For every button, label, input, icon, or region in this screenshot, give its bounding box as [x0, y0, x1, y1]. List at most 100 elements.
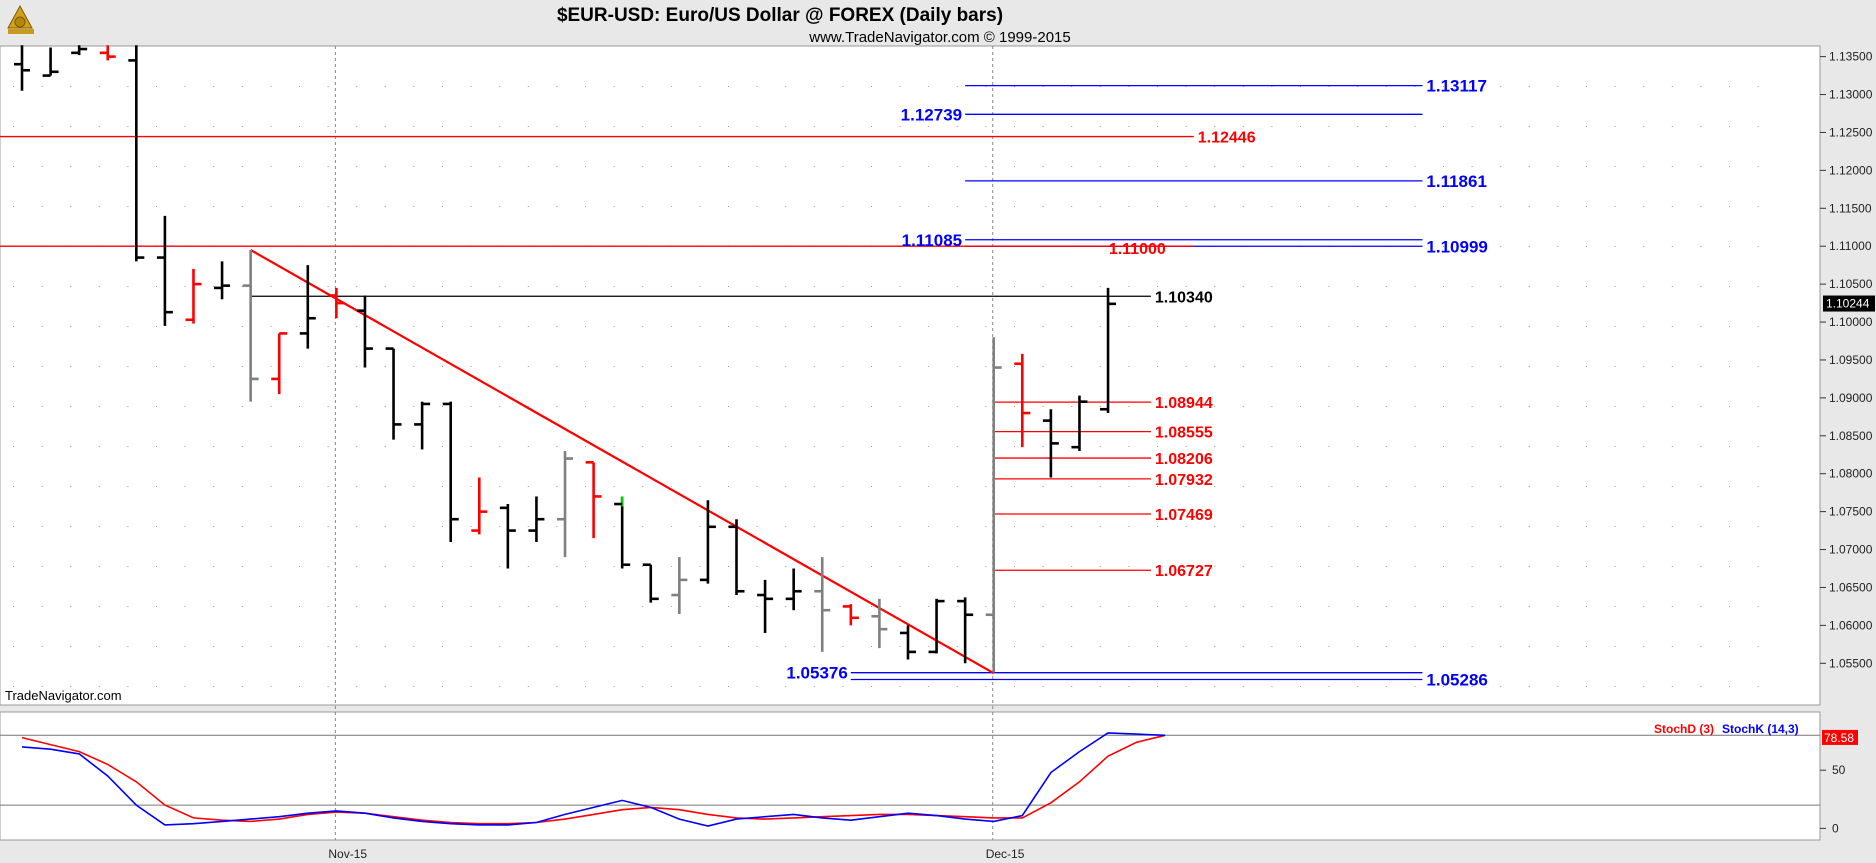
- grid-dot: [1671, 646, 1673, 647]
- grid-dot: [899, 486, 901, 487]
- grid-dot: [1557, 246, 1559, 247]
- grid-dot: [1557, 86, 1559, 87]
- grid-dot: [699, 206, 701, 207]
- grid-dot: [1328, 206, 1330, 207]
- grid-dot: [1700, 526, 1702, 527]
- grid-dot: [1300, 486, 1301, 487]
- grid-dot: [1414, 166, 1416, 167]
- level-label: 1.10999: [1426, 237, 1487, 256]
- grid-dot: [1099, 566, 1101, 567]
- grid-dot: [1157, 486, 1158, 487]
- grid-dot: [556, 206, 558, 207]
- grid-dot: [1414, 326, 1416, 327]
- grid-dot: [1471, 366, 1473, 367]
- grid-dot: [642, 286, 644, 287]
- grid-dot: [1671, 166, 1673, 167]
- grid-dot: [1586, 566, 1587, 567]
- grid-dot: [1128, 366, 1130, 367]
- grid-dot: [1271, 646, 1273, 647]
- grid-dot: [1757, 606, 1759, 607]
- grid-dot: [1157, 646, 1158, 647]
- grid-dot: [70, 446, 72, 447]
- grid-dot: [1014, 526, 1015, 527]
- grid-dot: [1700, 486, 1702, 487]
- grid-dot: [813, 446, 815, 447]
- grid-dot: [1328, 126, 1330, 127]
- grid-dot: [127, 646, 129, 647]
- grid-dot: [327, 366, 329, 367]
- grid-dot: [127, 686, 129, 687]
- grid-dot: [127, 126, 129, 127]
- grid-dot: [1242, 206, 1244, 207]
- grid-dot: [413, 86, 415, 87]
- grid-dot: [527, 486, 529, 487]
- grid-dot: [1185, 126, 1187, 127]
- grid-dot: [13, 406, 14, 407]
- grid-dot: [985, 366, 987, 367]
- grid-dot: [1643, 486, 1645, 487]
- grid-dot: [241, 126, 243, 127]
- grid-dot: [41, 646, 43, 647]
- ohlc-bar: [242, 249, 259, 402]
- grid-dot: [1586, 326, 1587, 327]
- grid-dot: [1300, 326, 1301, 327]
- grid-dot: [1414, 526, 1416, 527]
- grid-dot: [1042, 206, 1044, 207]
- grid-dot: [613, 86, 615, 87]
- price-axis-ticks: 1.13500 1.13000 1.12500 1.12000 1.11500 1.110…: [1820, 50, 1875, 670]
- grid-dot: [842, 686, 844, 687]
- grid-dot: [1528, 646, 1530, 647]
- grid-dot: [1500, 646, 1502, 647]
- grid-dot: [1414, 646, 1416, 647]
- grid-dot: [213, 326, 215, 327]
- grid-dot: [1643, 606, 1645, 607]
- grid-dot: [1185, 286, 1187, 287]
- grid-dot: [1729, 366, 1730, 367]
- grid-dot: [1500, 366, 1502, 367]
- grid-dot: [41, 526, 43, 527]
- grid-dot: [1757, 366, 1759, 367]
- grid-dot: [1385, 326, 1387, 327]
- grid-dot: [585, 406, 586, 407]
- grid-dot: [1071, 326, 1073, 327]
- price-tick-label: 1.06000: [1829, 618, 1873, 632]
- grid-dot: [384, 486, 386, 487]
- ohlc-bar: [928, 598, 945, 654]
- grid-dot: [13, 526, 14, 527]
- grid-dot: [1643, 686, 1645, 687]
- grid-dot: [756, 606, 758, 607]
- grid-dot: [1700, 566, 1702, 567]
- grid-dot: [1271, 686, 1273, 687]
- grid-dot: [356, 206, 358, 207]
- grid-dot: [1099, 86, 1101, 87]
- grid-dot: [299, 486, 300, 487]
- grid-dot: [1729, 566, 1730, 567]
- level-label: 1.11861: [1426, 172, 1487, 191]
- ohlc-bar: [785, 568, 802, 611]
- grid-dot: [756, 686, 758, 687]
- grid-dot: [356, 286, 358, 287]
- grid-dot: [985, 566, 987, 567]
- price-axis: [1822, 46, 1876, 705]
- last-price-box: [1823, 295, 1875, 312]
- grid-dot: [1157, 86, 1158, 87]
- price-tick-label: 1.12500: [1829, 125, 1873, 139]
- grid-dot: [41, 166, 43, 167]
- grid-dot: [1500, 86, 1502, 87]
- grid-dot: [613, 486, 615, 487]
- grid-dot: [585, 326, 586, 327]
- ohlc-bar: [814, 557, 831, 652]
- grid-dot: [756, 326, 758, 327]
- grid-dot: [1042, 446, 1044, 447]
- ohlc-bar: [299, 265, 316, 349]
- grid-dot: [1614, 686, 1616, 687]
- grid-dot: [613, 286, 615, 287]
- grid-dot: [928, 126, 930, 127]
- grid-dot: [1157, 126, 1158, 127]
- grid-dot: [413, 566, 415, 567]
- grid-dot: [1385, 566, 1387, 567]
- grid-dot: [70, 646, 72, 647]
- grid-dot: [327, 686, 329, 687]
- grid-dot: [1042, 126, 1044, 127]
